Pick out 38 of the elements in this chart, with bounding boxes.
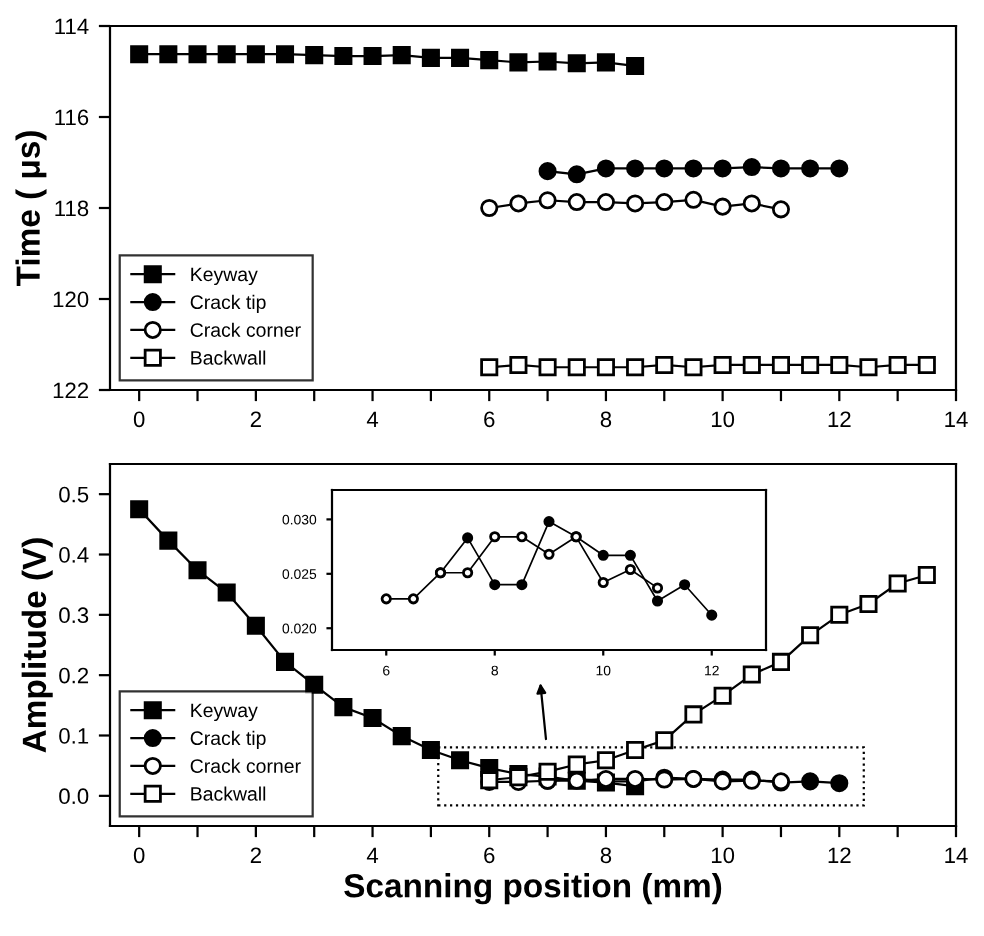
y-tick-label: 116: [55, 109, 89, 126]
y-tick-label: 122: [53, 382, 89, 399]
x-tick-label: 8: [600, 411, 612, 428]
y-tick-label: 0.4: [59, 547, 89, 563]
x-tick-label: 12: [828, 411, 851, 427]
x-tick-label: 10: [711, 847, 735, 864]
y-axis-title: Amplitude (V): [21, 538, 53, 753]
y-tick-label: 0.3: [59, 607, 89, 624]
x-tick-label: 4: [366, 847, 379, 863]
x-tick-label: 12: [828, 847, 851, 863]
legend-label: Keyway: [191, 703, 258, 722]
x-tick-label: 4: [366, 411, 379, 427]
x-tick-label: 6: [484, 847, 495, 864]
y-tick-label: 118: [55, 200, 89, 217]
x-tick-label: 14: [945, 847, 968, 863]
legend-label: Crack corner: [190, 322, 301, 337]
legend-label: Keyway: [191, 267, 258, 286]
legend-label: Crack corner: [190, 758, 301, 773]
legend-label: Crack tip: [190, 294, 266, 313]
y-axis-title: Time ( μs): [15, 131, 47, 287]
y-tick-label: 0.1: [59, 728, 89, 744]
x-axis-title: Scanning position (mm): [344, 873, 722, 905]
x-tick-label: 8: [600, 847, 612, 864]
y-tick-label: 0.0: [59, 788, 89, 805]
y-tick-label: 0.2: [59, 667, 89, 684]
x-tick-label: 0: [133, 847, 145, 864]
legend-label: Crack tip: [190, 730, 266, 749]
x-tick-label: 10: [711, 411, 735, 428]
x-tick-label: 2: [250, 847, 261, 863]
y-tick-label: 120: [53, 291, 89, 308]
x-tick-label: 0: [133, 411, 145, 428]
y-tick-label: 114: [55, 18, 89, 35]
x-tick-label: 2: [250, 411, 261, 427]
legend-label: Backwall: [191, 786, 266, 801]
legend-label: Backwall: [191, 350, 266, 365]
x-tick-label: 6: [484, 411, 495, 428]
x-tick-label: 14: [945, 411, 968, 427]
y-tick-label: 0.5: [59, 486, 89, 503]
